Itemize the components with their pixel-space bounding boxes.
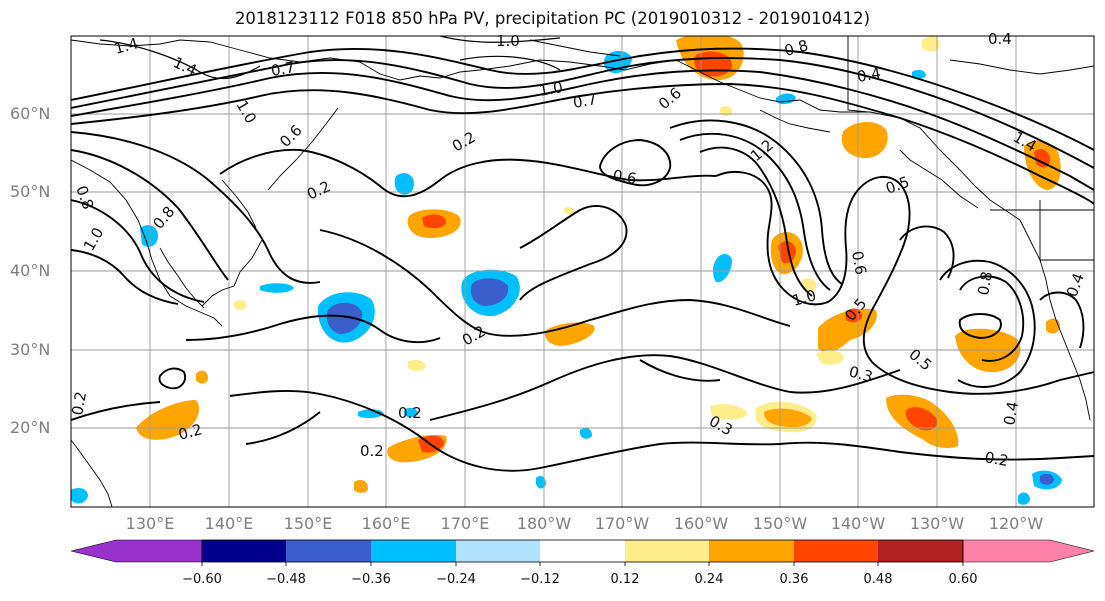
colorbar-tick-label: −0.12	[520, 572, 560, 587]
map-frame	[70, 35, 1095, 508]
lat-label: 40°N	[10, 261, 51, 280]
lon-label: 130°E	[125, 514, 175, 533]
colorbar	[70, 539, 1095, 566]
contour-label: 1.0	[496, 32, 520, 50]
contour-label: 1.0	[538, 78, 565, 100]
pv-contours	[71, 47, 1094, 472]
lon-label: 170°W	[594, 514, 650, 533]
colorbar-tick-label: −0.48	[266, 572, 306, 587]
coastlines	[71, 36, 1094, 507]
lat-label: 50°N	[10, 182, 51, 201]
contour-label: 0.2	[398, 404, 422, 422]
lon-label: 170°E	[440, 514, 490, 533]
contour-label: 0.6	[655, 84, 685, 113]
colorbar-tick-label: 0.36	[779, 572, 809, 587]
lat-label: 20°N	[10, 418, 51, 437]
colorbar-segment	[540, 540, 625, 562]
colorbar-segment	[794, 540, 878, 562]
colorbar-segment	[709, 540, 794, 562]
colorbar-segment	[456, 540, 540, 562]
contour-label: 0.2	[176, 420, 204, 444]
contour-label: 0.7	[572, 90, 599, 112]
contour-label: 0.2	[360, 442, 384, 460]
colorbar-tick-label: 0.48	[863, 572, 893, 587]
contour-label: 0.8	[782, 36, 810, 60]
map-title: 2018123112 F018 850 hPa PV, precipitatio…	[234, 9, 871, 28]
contour-label: 0.4	[856, 64, 883, 86]
colorbar-segment	[962, 539, 1095, 563]
contour-label: 0.6	[611, 166, 638, 188]
contour-label: 0.2	[68, 390, 90, 417]
lon-label: 140°E	[204, 514, 254, 533]
contour-label: 1.0	[790, 286, 818, 310]
contour-label: 0.8	[974, 270, 996, 297]
contour-label: 1.4	[170, 53, 199, 79]
lon-label: 120°W	[988, 514, 1044, 533]
colorbar-segment	[286, 540, 371, 562]
contour-label: 1.0	[80, 224, 108, 254]
contour-label: 0.2	[449, 128, 479, 156]
contour-label: 0.6	[276, 121, 306, 151]
lon-label: 160°E	[361, 514, 411, 533]
colorbar-segment	[202, 540, 286, 562]
lon-label: 150°E	[283, 514, 333, 533]
colorbar-segment	[70, 539, 203, 563]
contour-label: 0.6	[848, 250, 870, 277]
contour-label: 0.7	[270, 58, 297, 80]
colorbar-tick-label: −0.60	[182, 572, 222, 587]
contour-label: 0.3	[847, 362, 875, 386]
colorbar-segment	[878, 540, 963, 562]
contour-label: 0.2	[304, 177, 333, 203]
lat-label: 30°N	[10, 340, 51, 359]
colorbar-segment	[625, 540, 709, 562]
contour-label: 0.2	[983, 448, 1010, 470]
colorbar-tick-label: −0.24	[436, 572, 476, 587]
colorbar-tick-label: 0.24	[694, 572, 724, 587]
lon-label: 160°W	[673, 514, 729, 533]
contour-label: 0.2	[459, 322, 489, 350]
colorbar-tick-label: −0.36	[351, 572, 391, 587]
contour-label: 0.4	[1000, 400, 1022, 427]
contour-label: 1.4	[112, 34, 140, 58]
lat-label: 60°N	[10, 104, 51, 123]
lon-label: 140°W	[830, 514, 886, 533]
lon-label: 130°W	[909, 514, 965, 533]
colorbar-tick-label: 0.60	[948, 572, 978, 587]
contour-label: 0.4	[1063, 271, 1088, 300]
lon-label: 150°W	[752, 514, 808, 533]
lon-label: 180°W	[516, 514, 572, 533]
colorbar-segment	[371, 540, 456, 562]
colorbar-tick-label: 0.12	[610, 572, 640, 587]
contour-label: 0.4	[988, 30, 1012, 48]
